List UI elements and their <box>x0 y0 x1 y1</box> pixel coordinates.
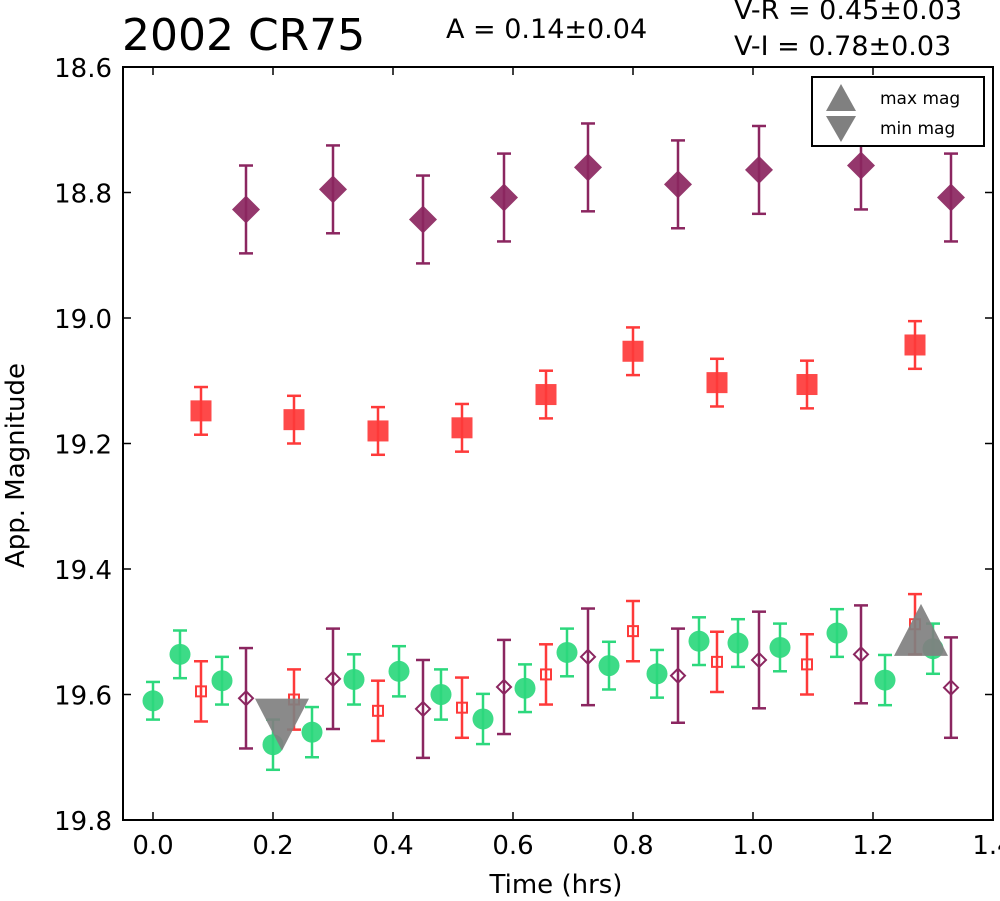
series-2 <box>142 607 944 772</box>
data-point <box>745 155 773 184</box>
data-point <box>232 195 260 224</box>
data-point <box>343 668 365 690</box>
y-tick-label: 18.8 <box>54 180 112 210</box>
max-mag-marker <box>894 603 948 656</box>
data-point <box>769 636 791 658</box>
data-point <box>646 663 668 685</box>
series-3 <box>194 592 922 743</box>
data-point <box>727 632 749 654</box>
chart-title: 2002 CR75 <box>122 10 366 61</box>
data-point <box>211 670 233 692</box>
data-point <box>574 153 602 182</box>
data-point <box>324 670 342 688</box>
data-point <box>796 374 818 396</box>
series-1 <box>190 319 926 457</box>
data-point <box>190 400 212 422</box>
data-point <box>847 151 875 180</box>
x-axis-label: Time (hrs) <box>489 870 623 900</box>
data-point <box>409 205 437 234</box>
min-mag-legend-icon <box>826 116 856 142</box>
y-tick-label: 19.0 <box>54 305 112 335</box>
data-point <box>669 667 687 685</box>
x-tick-label: 1.2 <box>852 831 893 861</box>
plot-frame <box>122 66 994 821</box>
data-point <box>664 170 692 199</box>
data-point <box>301 721 323 743</box>
data-point <box>195 685 207 698</box>
amplitude-label: A = 0.14±0.04 <box>446 14 648 45</box>
data-point <box>495 678 513 696</box>
data-point <box>937 183 965 212</box>
data-point <box>490 183 518 212</box>
x-tick-label: 1.0 <box>732 831 773 861</box>
series-4 <box>237 604 960 760</box>
data-point <box>472 708 494 730</box>
legend-label-min: min mag <box>880 119 955 139</box>
data-point <box>430 684 452 705</box>
legend: max mag min mag <box>811 76 985 147</box>
x-tick-label: 0.6 <box>492 831 533 861</box>
data-point <box>874 669 896 691</box>
data-point <box>904 334 926 356</box>
data-point <box>535 384 557 406</box>
min-mag-marker <box>255 698 309 751</box>
x-tick-label: 0.8 <box>612 831 653 861</box>
data-point <box>627 625 639 638</box>
data-point <box>237 689 255 707</box>
data-point <box>706 372 728 394</box>
data-point <box>388 660 410 682</box>
v-r-color-label: V-R = 0.45±0.03 <box>734 0 963 26</box>
data-point <box>622 340 644 362</box>
data-point <box>801 658 813 671</box>
x-tick-label: 0.4 <box>372 831 413 861</box>
y-tick-label: 18.6 <box>54 54 112 84</box>
data-point <box>451 417 473 439</box>
legend-label-max: max mag <box>880 89 960 109</box>
data-point <box>367 420 389 442</box>
data-point <box>852 645 870 663</box>
data-point <box>169 643 191 665</box>
data-point <box>283 409 305 431</box>
y-tick-label: 19.4 <box>54 556 112 586</box>
data-point <box>319 175 347 204</box>
data-point <box>750 651 768 669</box>
data-point <box>942 679 960 697</box>
max-mag-legend-icon <box>826 84 856 111</box>
x-tick-label: 1.4 <box>972 831 1000 861</box>
data-point <box>540 668 552 681</box>
data-point <box>456 701 468 714</box>
data-point <box>688 630 710 652</box>
data-point <box>142 690 164 712</box>
data-point <box>414 700 432 718</box>
v-i-color-label: V-I = 0.78±0.03 <box>734 31 952 62</box>
data-point <box>372 704 384 717</box>
y-axis-label: App. Magnitude <box>1 363 31 568</box>
data-point <box>598 655 620 677</box>
data-point <box>579 648 597 666</box>
data-point <box>826 622 848 644</box>
x-tick-label: 0.0 <box>132 831 173 861</box>
data-point <box>514 677 536 699</box>
data-point <box>556 641 578 663</box>
y-tick-label: 19.8 <box>54 807 112 837</box>
x-tick-label: 0.2 <box>252 831 293 861</box>
y-tick-label: 19.2 <box>54 431 112 461</box>
data-point <box>711 655 723 668</box>
y-tick-label: 19.6 <box>54 682 112 712</box>
